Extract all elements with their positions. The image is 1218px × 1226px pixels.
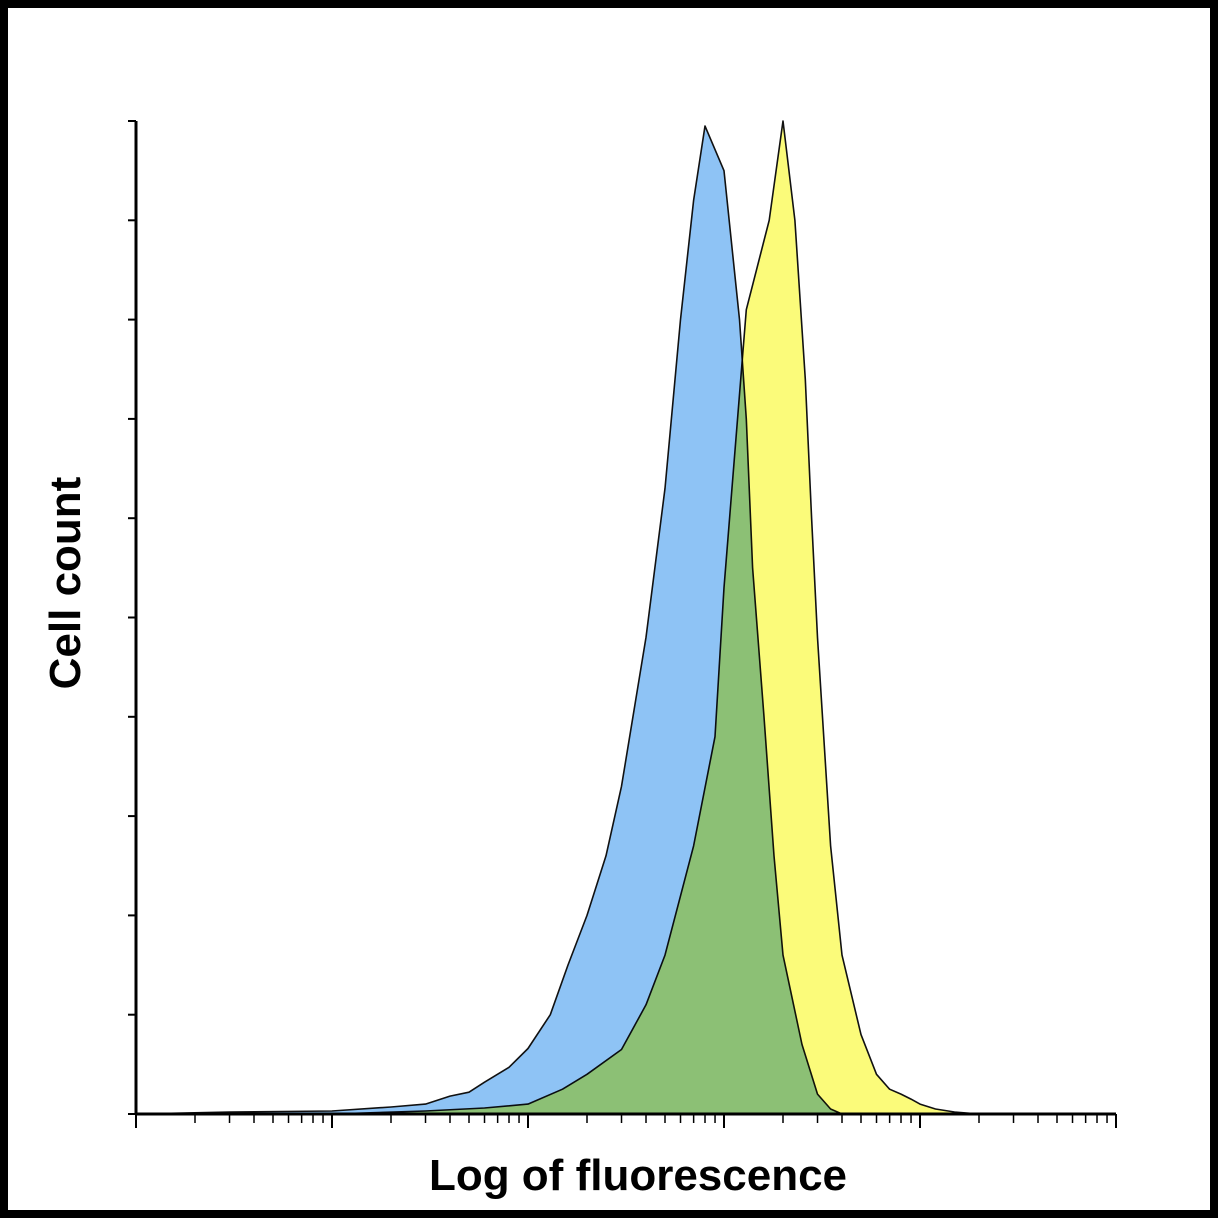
series-layer [135,120,980,1115]
histogram-chart: Log of fluorescence Cell count [41,120,1117,1200]
axes-layer [128,120,1117,1128]
x-axis-title: Log of fluorescence [429,1151,847,1200]
y-axis-title: Cell count [41,476,90,689]
histogram-series-2 [331,120,980,1115]
